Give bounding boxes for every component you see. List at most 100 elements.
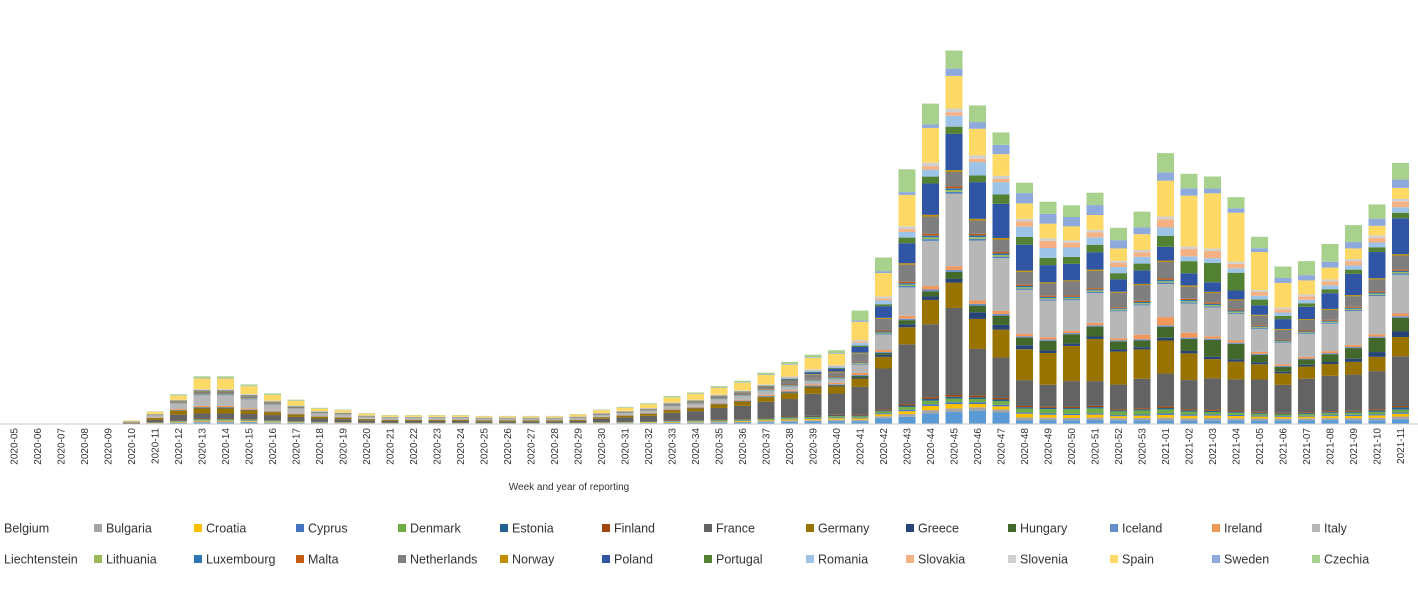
bar-segment-lithuania-2020-42 [875,332,892,334]
bar-segment-ireland-2020-13 [193,405,211,408]
bar-segment-spain-2020-32 [640,404,657,409]
bar-segment-greece-2020-41 [851,377,869,379]
bar-segment-estonia-2020-44 [922,398,939,401]
bar-segment-ireland-2021-06 [1274,364,1292,366]
x-tick-label: 2020-32 [644,428,655,465]
bar-segment-croatia-2021-03 [1204,415,1221,418]
bar-segment-romania-2020-44 [922,169,939,177]
bar-segment-portugal-2020-48 [1016,236,1033,245]
bar-segment-ireland-2020-49 [1039,337,1057,340]
bar-segment-norway-2020-42 [875,317,892,319]
bar-segment-hungary-2021-11 [1392,317,1409,332]
bar-segment-malta-2020-47 [992,251,1010,254]
bar-segment-liechtenstein-2021-09 [1345,309,1362,311]
bar-segment-cyprus-2021-01 [1157,413,1174,415]
bar-segment-belgium-2021-05 [1251,420,1268,424]
bar-segment-hungary-2020-46 [969,305,986,313]
bar-segment-croatia-2020-34 [687,421,704,423]
bar-segment-france-2020-22 [405,420,422,423]
bar-segment-italy-2020-38 [781,386,798,391]
bar-segment-denmark-2021-03 [1204,411,1221,415]
bar-segment-spain-2020-53 [1133,234,1151,251]
bar-segment-luxembourg-2020-46 [969,235,986,238]
legend-swatch [906,524,914,532]
legend-swatch [602,555,610,563]
bar-segment-lithuania-2021-07 [1298,332,1315,334]
bar-segment-italy-2020-25 [475,418,493,421]
bar-segment-poland-2021-01 [1157,246,1174,261]
bar-segment-luxembourg-2021-01 [1157,279,1174,282]
bar-segment-netherlands-2021-11 [1392,255,1409,270]
bar-segment-malta-2020-51 [1086,288,1104,290]
bar-segment-iceland-2021-09 [1345,347,1362,349]
bar-segment-norway-2020-50 [1063,280,1080,282]
bar-segment-slovakia-2020-38 [781,376,798,378]
legend-label: Italy [1324,522,1348,536]
bar-segment-lithuania-2021-04 [1227,311,1245,313]
bar-segment-spain-2020-50 [1063,226,1080,241]
bar-segment-sweden-2020-48 [1016,193,1033,204]
legend-swatch [602,524,610,532]
bar-segment-ireland-2020-33 [663,409,681,410]
bar-segment-belgium-2021-08 [1321,420,1339,424]
legend-item-luxembourg: Luxembourg [194,553,276,567]
bar-segment-iceland-2020-47 [992,314,1010,316]
bar-segment-lithuania-2020-39 [804,379,822,381]
bar-segment-bulgaria-2020-51 [1086,417,1104,421]
bar-segment-slovenia-2021-01 [1157,216,1174,220]
bar-segment-denmark-2020-38 [781,417,798,419]
bar-segment-france-2021-03 [1204,378,1221,410]
bar-segment-belgium-2020-41 [851,421,869,424]
bar-segment-estonia-2021-07 [1298,413,1315,414]
bar-segment-netherlands-2020-52 [1110,292,1127,308]
bar-segment-cyprus-2020-53 [1133,414,1151,416]
bar-segment-bulgaria-2020-13 [193,421,211,423]
bar-segment-netherlands-2020-44 [922,216,939,234]
bar-segment-czechia-2021-01 [1157,153,1174,173]
x-tick-label: 2020-16 [268,428,279,465]
bar-segment-netherlands-2021-05 [1251,315,1268,326]
bar-segment-italy-2020-43 [898,287,916,316]
bar-segment-germany-2021-11 [1392,337,1409,357]
bar-segment-norway-2021-10 [1368,278,1386,280]
legend-swatch [398,524,406,532]
bar-segment-estonia-2020-41 [851,415,869,417]
bar-segment-portugal-2021-10 [1368,247,1386,253]
x-tick-label: 2021-03 [1208,428,1219,465]
bar-segment-bulgaria-2021-08 [1321,418,1339,421]
bar-segment-sweden-2020-43 [898,192,916,195]
bar-segment-sweden-2021-10 [1368,218,1386,226]
bar-segment-france-2020-39 [804,393,822,416]
bar-segment-germany-2020-46 [969,318,986,349]
bar-segment-hungary-2021-03 [1204,339,1221,357]
bar-segment-luxembourg-2020-49 [1039,296,1057,299]
bar-segment-slovakia-2021-05 [1251,291,1268,296]
bar-segment-estonia-2020-52 [1110,410,1127,412]
bar-segment-italy-2021-10 [1368,296,1386,335]
bar-segment-spain-2020-47 [992,154,1010,176]
bar-segment-germany-2021-06 [1274,373,1292,385]
legend-swatch [94,555,102,563]
bar-segment-luxembourg-2021-10 [1368,292,1386,294]
bar-segment-malta-2020-48 [1016,284,1033,286]
bar-segment-norway-2020-51 [1086,269,1104,271]
legend-item-portugal: Portugal [704,553,763,567]
x-tick-label: 2020-18 [315,428,326,465]
bar-segment-liechtenstein-2021-08 [1321,322,1339,324]
bar-segment-slovenia-2020-42 [875,296,892,299]
bar-segment-denmark-2020-41 [851,416,869,418]
bar-segment-ireland-2020-51 [1086,322,1104,326]
bar-segment-slovakia-2020-46 [969,158,986,163]
bar-segment-finland-2020-43 [898,404,916,406]
bar-segment-poland-2020-49 [1039,265,1057,283]
bar-segment-italy-2020-48 [1016,289,1033,334]
bar-segment-estonia-2021-10 [1368,410,1386,412]
bar-segment-netherlands-2020-47 [992,239,1010,252]
legend-swatch [806,555,814,563]
bar-segment-portugal-2020-53 [1133,263,1151,271]
legend-swatch [806,524,814,532]
bar-segment-france-2020-25 [475,421,493,423]
bar-segment-romania-2021-09 [1345,265,1362,270]
bar-segment-germany-2020-23 [428,420,446,421]
bar-segment-malta-2020-49 [1039,295,1057,297]
